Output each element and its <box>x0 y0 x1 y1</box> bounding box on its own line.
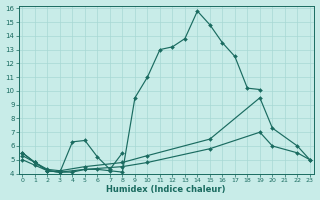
X-axis label: Humidex (Indice chaleur): Humidex (Indice chaleur) <box>107 185 226 194</box>
